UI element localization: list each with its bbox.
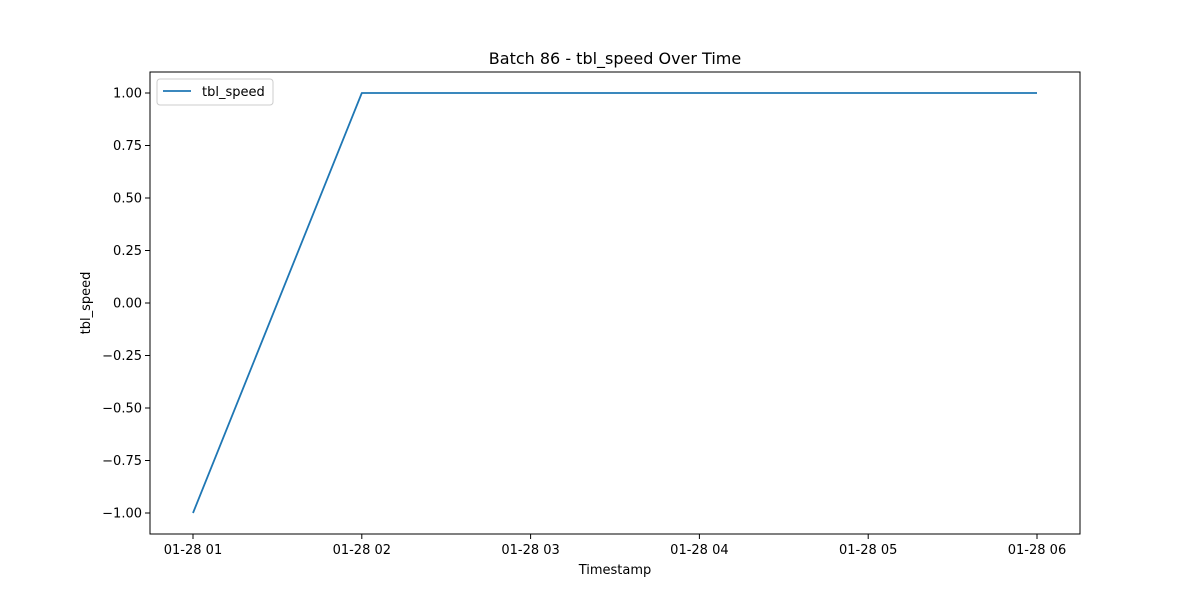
x-tick-label: 01-28 03 (501, 543, 559, 558)
y-tick-label: −1.00 (102, 507, 142, 522)
plot-area-frame (149, 71, 1081, 535)
x-tick-label: 01-28 04 (670, 543, 728, 558)
legend-box (156, 78, 274, 106)
x-tick-label: 01-28 01 (164, 543, 222, 558)
legend-label: tbl_speed (202, 85, 265, 100)
x-axis-ticks: 01-28 01 01-28 02 01-28 03 01-28 04 01-28 05… (164, 534, 1066, 558)
x-tick-label: 01-28 06 (1008, 543, 1066, 558)
chart-title: Batch 86 - tbl_speed Over Time (489, 49, 741, 69)
y-tick-label: 0.50 (113, 192, 142, 207)
y-axis-ticks: −1.00 −0.75 −0.50 −0.25 0.00 0.25 0.50 0.75 1.00 (102, 87, 150, 522)
y-tick-label: 1.00 (113, 87, 142, 102)
legend: tbl_speed (156, 78, 274, 106)
series-layer (192, 92, 1037, 514)
y-tick-label: 0.00 (113, 297, 142, 312)
x-tick-label: 01-28 05 (839, 543, 897, 558)
y-axis-label: tbl_speed (79, 272, 94, 335)
y-tick-label: −0.75 (102, 454, 142, 469)
y-tick-label: −0.25 (102, 349, 142, 364)
x-axis-label: Timestamp (578, 563, 652, 578)
y-tick-label: 0.75 (113, 139, 142, 154)
y-tick-label: −0.50 (102, 402, 142, 417)
x-tick-label: 01-28 02 (333, 543, 391, 558)
series-line-0 (192, 92, 1037, 514)
y-tick-label: 0.25 (113, 244, 142, 259)
